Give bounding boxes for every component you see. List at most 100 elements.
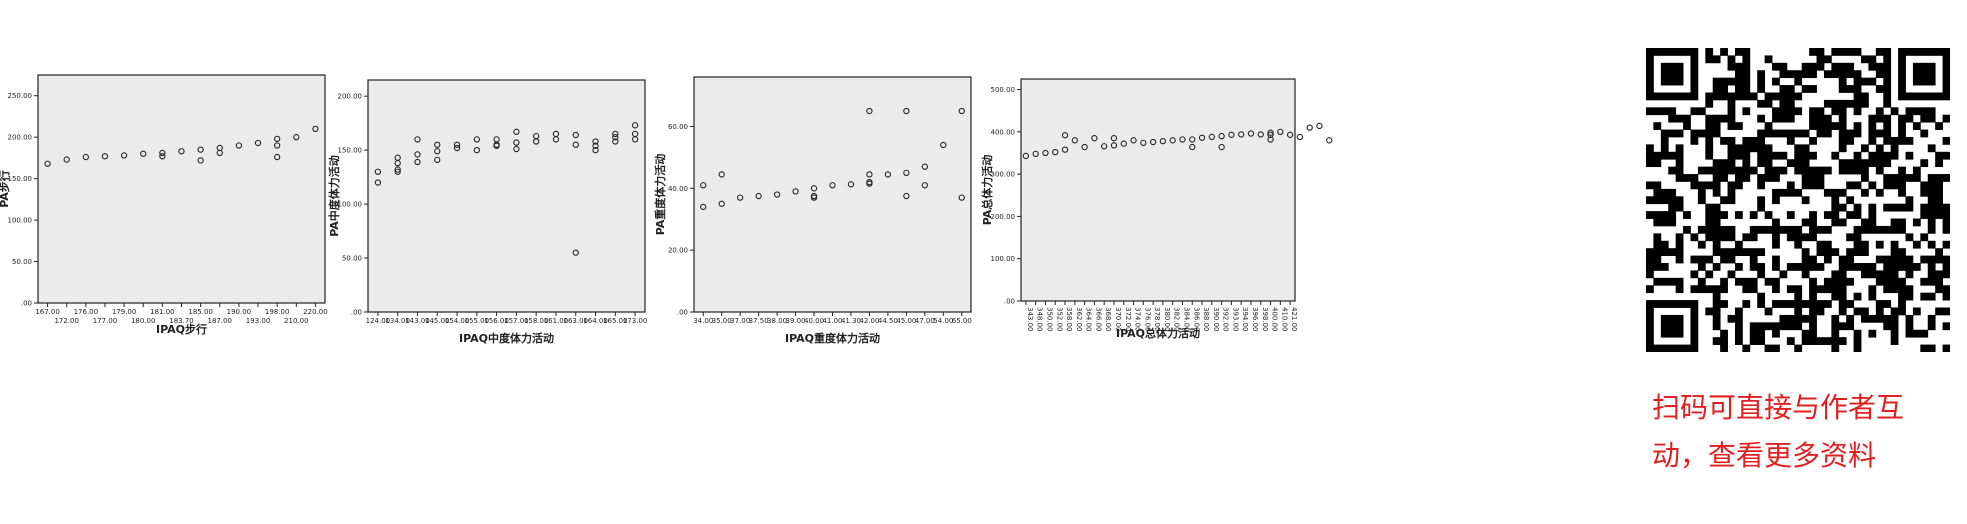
- x-tick-label: 185.00: [188, 308, 213, 316]
- qr-module: [1883, 70, 1892, 79]
- qr-module: [1794, 151, 1803, 160]
- qr-module: [1898, 292, 1906, 301]
- qr-module: [1868, 225, 1877, 234]
- qr-module: [1801, 300, 1810, 308]
- qr-module: [1757, 144, 1766, 153]
- data-point: [592, 138, 599, 145]
- qr-module: [1920, 77, 1929, 86]
- qr-module: [1831, 70, 1840, 79]
- qr-module: [1905, 114, 1914, 123]
- qr-module: [1757, 203, 1766, 212]
- qr-module: [1853, 248, 1862, 257]
- qr-module: [1779, 188, 1788, 197]
- qr-module: [1757, 114, 1766, 123]
- qr-module: [1786, 285, 1795, 294]
- qr-module: [1801, 129, 1810, 138]
- qr-code: [1646, 48, 1951, 353]
- qr-module: [1942, 263, 1951, 271]
- x-tick-label: 44.50: [878, 317, 898, 325]
- qr-module: [1764, 225, 1773, 234]
- qr-module: [1683, 122, 1691, 130]
- qr-module: [1823, 70, 1832, 79]
- x-tick-label: 172.00: [54, 317, 79, 325]
- qr-module: [1809, 225, 1817, 234]
- qr-module: [1875, 166, 1884, 175]
- qr-module: [1935, 270, 1943, 279]
- x-tick-label: 393.00: [1231, 307, 1239, 332]
- qr-module: [1720, 159, 1728, 168]
- data-point: [1277, 128, 1284, 136]
- qr-module: [1779, 300, 1788, 308]
- qr-module: [1920, 292, 1929, 301]
- qr-module: [1653, 218, 1662, 227]
- qr-module: [1927, 240, 1936, 249]
- qr-module: [1668, 211, 1677, 219]
- scatter-chart-1: .00 50.00 100.00 150.00 200.00 250.00 167.00 17…: [0, 0, 340, 345]
- qr-module: [1660, 196, 1669, 205]
- qr-module: [1861, 144, 1869, 153]
- x-tick-label: 368.00: [1104, 307, 1112, 332]
- qr-module: [1831, 211, 1840, 219]
- qr-module: [1727, 181, 1736, 190]
- qr-module: [1905, 255, 1914, 264]
- qr-module: [1772, 77, 1780, 86]
- qr-module: [1675, 322, 1684, 331]
- qr-module: [1653, 196, 1662, 205]
- qr-module: [1697, 263, 1706, 271]
- data-point: [453, 144, 461, 152]
- qr-module: [1772, 114, 1780, 123]
- qr-module: [1809, 48, 1817, 56]
- qr-module: [1883, 322, 1892, 331]
- qr-module: [1646, 263, 1654, 271]
- qr-module: [1660, 322, 1669, 331]
- qr-module: [1697, 255, 1706, 264]
- data-point: [274, 142, 281, 149]
- qr-module: [1727, 114, 1736, 123]
- qr-module: [1720, 277, 1728, 286]
- qr-module: [1764, 277, 1773, 286]
- x-tick-label: 177.00: [93, 317, 118, 325]
- data-point: [1091, 135, 1098, 142]
- qr-module: [1846, 85, 1855, 93]
- qr-module: [1668, 107, 1677, 116]
- plot-area: [1020, 78, 1296, 302]
- y-tick-label: 400.00: [991, 128, 1016, 136]
- data-point: [394, 159, 401, 167]
- qr-module: [1668, 151, 1677, 160]
- qr-module: [1875, 114, 1884, 123]
- qr-module: [1772, 329, 1780, 338]
- qr-module: [1705, 166, 1714, 175]
- qr-module: [1942, 55, 1951, 64]
- qr-module: [1712, 129, 1721, 138]
- data-point: [700, 203, 707, 211]
- qr-module: [1801, 270, 1810, 279]
- qr-module: [1927, 270, 1936, 279]
- qr-module: [1927, 218, 1936, 227]
- qr-module: [1942, 48, 1951, 56]
- qr-module: [1898, 122, 1906, 130]
- qr-module: [1779, 107, 1788, 116]
- qr-module: [1653, 181, 1662, 190]
- qr-module: [1720, 77, 1728, 86]
- qr-module: [1868, 292, 1877, 301]
- qr-module: [1646, 329, 1654, 338]
- qr-module: [1868, 285, 1877, 294]
- qr-module: [1690, 136, 1699, 145]
- qr-module: [1801, 314, 1810, 323]
- qr-module: [1898, 248, 1906, 257]
- qr-module: [1890, 203, 1899, 212]
- qr-module: [1779, 314, 1788, 323]
- qr-module: [1757, 174, 1766, 182]
- data-point: [718, 171, 725, 178]
- y-tick-label: 60.00: [668, 123, 688, 131]
- qr-module: [1838, 263, 1847, 271]
- data-point: [159, 153, 166, 160]
- qr-module: [1927, 144, 1936, 153]
- qr-module: [1697, 181, 1706, 190]
- qr-module: [1734, 62, 1743, 71]
- y-tick-label: 50.00: [12, 258, 32, 266]
- data-point: [612, 130, 619, 138]
- qr-module: [1905, 48, 1914, 56]
- x-tick-label: 372.00: [1124, 307, 1132, 332]
- qr-module: [1898, 166, 1906, 175]
